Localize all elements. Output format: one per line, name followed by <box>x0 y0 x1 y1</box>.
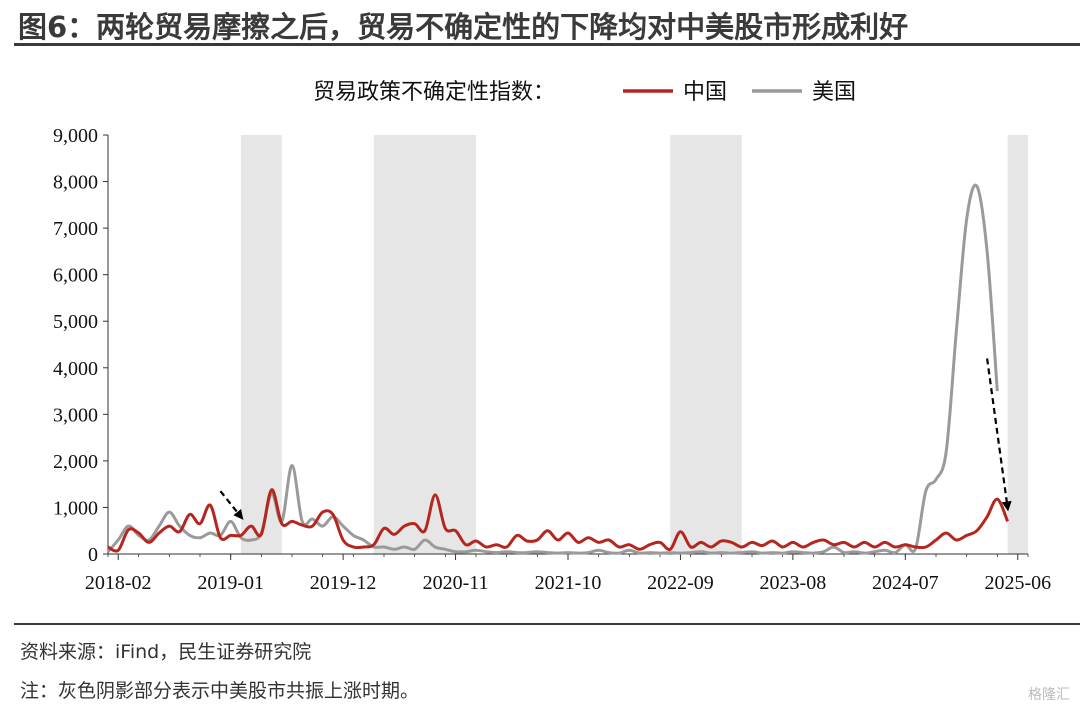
y-tick-label: 3,000 <box>53 404 98 426</box>
chart: 0 1,000 2,000 3,000 4,000 5,000 6,000 7,000 8,00… <box>53 80 1051 594</box>
y-tick-label: 0 <box>88 544 98 566</box>
x-tick-label: 2018-02 <box>85 572 152 594</box>
figure-title: 图6：两轮贸易摩擦之后，贸易不确定性的下降均对中美股市形成利好 <box>18 10 909 44</box>
legend-label-china: 中国 <box>683 80 727 105</box>
y-tick-label: 2,000 <box>53 451 98 473</box>
series-line-china <box>107 488 1009 553</box>
y-tick-label: 1,000 <box>53 497 98 519</box>
footer-divider <box>14 623 1080 625</box>
annotation-arrow-0 <box>219 490 244 520</box>
shaded-period-0 <box>240 135 282 554</box>
x-tick-label: 2024-07 <box>872 572 939 594</box>
shaded-period-2 <box>670 135 742 554</box>
legend: 贸易政策不确定性指数： 中国 美国 <box>313 80 856 105</box>
x-tick-label: 2022-09 <box>647 572 714 594</box>
x-tick-label: 2023-08 <box>760 572 827 594</box>
annotation-arrow-1 <box>986 358 1012 512</box>
annotations <box>219 358 1012 520</box>
x-tick-label: 2019-12 <box>310 572 377 594</box>
series-lines <box>106 183 1009 555</box>
y-tick-label: 8,000 <box>53 172 98 194</box>
y-tick-label: 7,000 <box>53 218 98 240</box>
series-line-us <box>106 183 999 555</box>
legend-label-us: 美国 <box>812 80 856 105</box>
x-tick-label: 2020-11 <box>423 572 489 594</box>
shaded-period-3 <box>1007 135 1028 554</box>
axes: 0 1,000 2,000 3,000 4,000 5,000 6,000 7,000 8,00… <box>53 125 1051 594</box>
y-tick-label: 6,000 <box>53 265 98 287</box>
y-tick-label: 4,000 <box>53 358 98 380</box>
shaded-periods <box>240 135 1028 554</box>
y-tick-label: 9,000 <box>53 125 98 147</box>
source-note: 资料来源：iFind，民生证券研究院 <box>20 641 312 663</box>
shaded-period-1 <box>373 135 476 554</box>
legend-title: 贸易政策不确定性指数： <box>313 80 555 105</box>
watermark: 格隆汇 <box>1028 687 1070 703</box>
shading-note: 注：灰色阴影部分表示中美股市共振上涨时期。 <box>20 680 420 702</box>
x-tick-label: 2025-06 <box>984 572 1051 594</box>
x-tick-label: 2021-10 <box>535 572 602 594</box>
title-divider <box>14 43 1080 46</box>
y-tick-label: 5,000 <box>53 311 98 333</box>
x-tick-label: 2019-01 <box>197 572 264 594</box>
